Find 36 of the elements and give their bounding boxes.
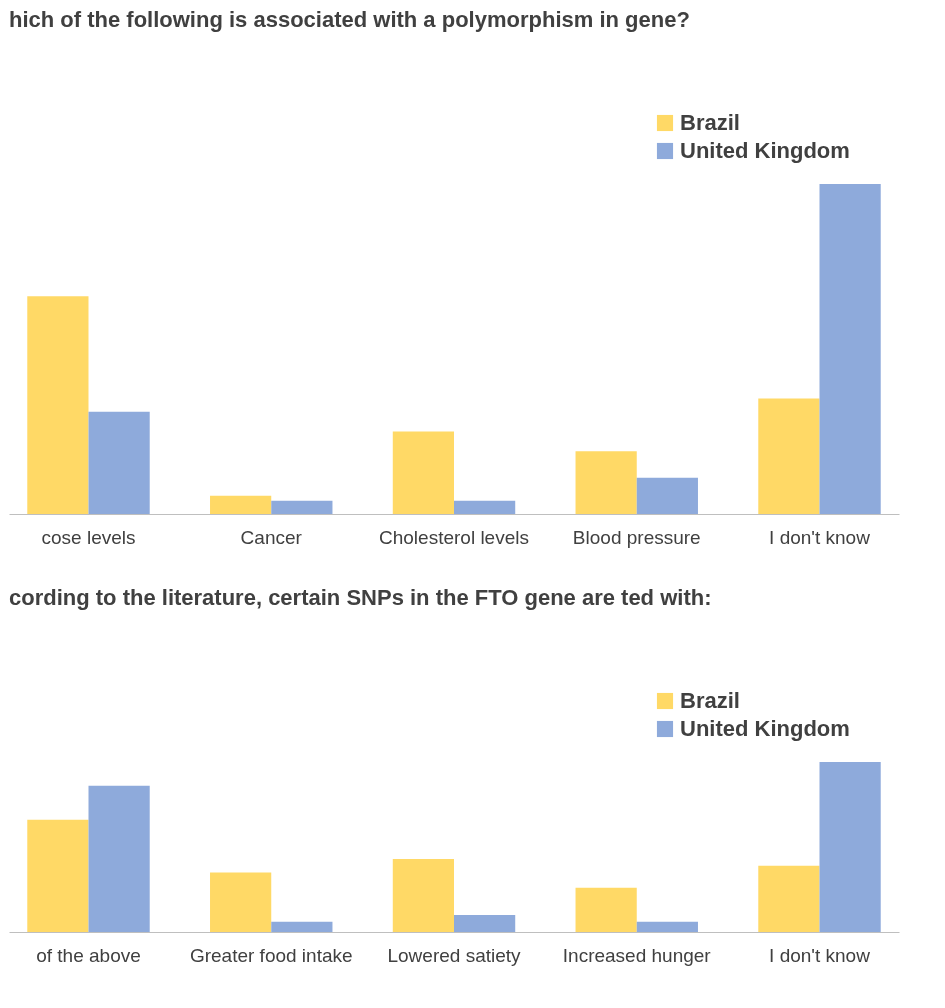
bar [575,451,637,514]
bar [819,184,881,514]
bar [636,921,698,932]
bar [636,477,698,514]
bar [392,431,454,514]
chart-title: cording to the literature, certain SNPs in the FTO gene are ted with: [9,585,712,610]
bar [88,785,150,932]
x-tick-label: Cancer [240,526,303,548]
bar [210,872,272,932]
bar [271,500,333,514]
x-tick-label: I don't know [769,526,871,548]
bar [454,500,516,514]
bar [392,858,454,932]
x-tick-label: I don't know [769,944,871,966]
bar [271,921,333,932]
x-tick-label: cose levels [41,526,136,548]
x-tick-label: Greater food intake [189,944,353,966]
bar [454,915,516,932]
bar [575,887,637,932]
legend-label: United Kingdom [680,716,850,741]
legend-label: Brazil [680,110,740,135]
bar [27,296,89,514]
x-tick-label: Blood pressure [572,526,701,548]
x-tick-label: Cholesterol levels [379,526,529,548]
bar [758,865,820,932]
legend-label: United Kingdom [680,138,850,163]
x-tick-label: Increased hunger [562,944,712,966]
x-tick-label: Lowered satiety [387,944,522,966]
chart-title: hich of the following is associated with a polymorphism in gene? [9,7,690,32]
bar [819,762,881,932]
bar [27,819,89,932]
bar [758,398,820,514]
bar [88,411,150,514]
legend-label: Brazil [680,688,740,713]
x-tick-label: of the above [36,944,141,966]
bar [210,495,272,514]
